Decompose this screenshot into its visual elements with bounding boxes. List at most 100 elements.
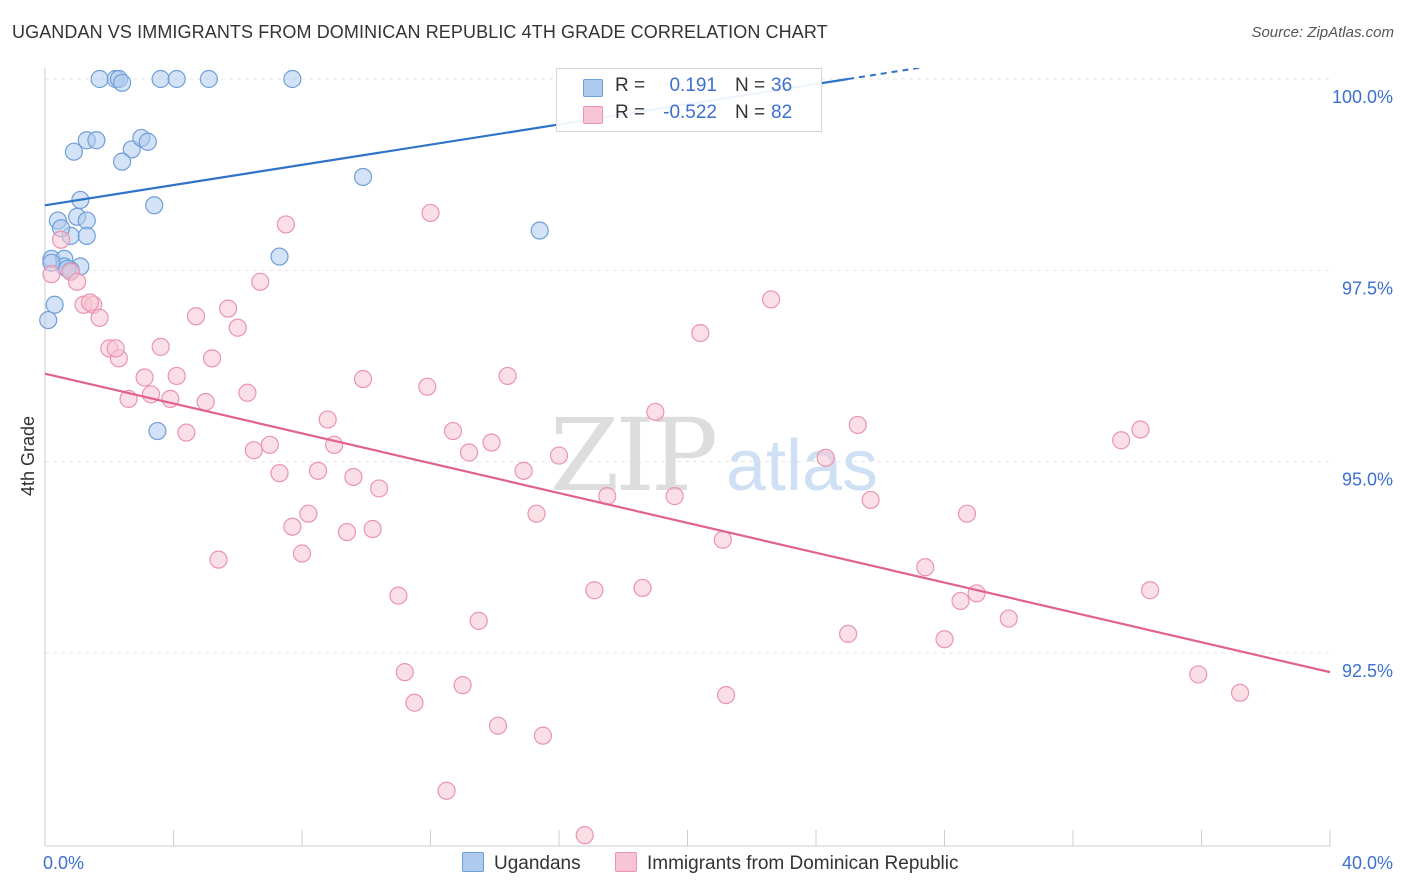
legend-row-dominican: R = -0.522 N = 82 [557,102,821,128]
watermark: ZIP atlas [550,397,878,514]
ugandans-point [90,69,109,89]
ugandans-point [353,167,373,187]
axis-labels: 92.5% 95.0% 97.5% 100.0% 0.0% 40.0% 4th Grade [18,87,1393,873]
ugandans-point [145,196,164,215]
dominican-point [228,318,247,337]
legend-r-label: R = [615,102,646,123]
ugandans-point [39,310,58,330]
dominican-point [443,421,463,441]
dominican-point [135,368,154,387]
dominican-point [80,293,100,312]
legend-swatch-pink [583,106,603,124]
dominican-point [283,517,302,536]
y-tick-label: 100.0% [1332,87,1393,107]
dominican-point [219,299,238,318]
dominican-point [167,366,186,386]
dominican-point [1140,581,1160,600]
ugandans-point [112,73,132,92]
dominican-point [42,265,61,284]
axes [44,68,1331,847]
bottom-legend-label: Ugandans [494,853,581,874]
dominican-point [633,578,652,598]
dominican-point [585,581,604,600]
ugandans-point [77,226,96,245]
dominican-point [68,272,87,291]
legend-n-label: N = [735,102,766,123]
dominican-point [533,726,553,745]
dominican-point [151,337,170,356]
y-axis-title: 4th Grade [18,416,38,496]
dominican-point [1230,683,1250,702]
ugandans-point [112,152,132,171]
chart-title: UGANDAN VS IMMIGRANTS FROM DOMINICAN REP… [12,22,828,42]
dominican-trend-line [44,372,1331,674]
dominican-point [514,461,533,480]
ugandans-trend-extension [847,68,925,80]
dominican-point [202,349,222,368]
x-tick-label: 0.0% [43,853,84,873]
dominican-point [389,586,408,605]
dominican-point [299,504,318,523]
ugandans-point [77,211,96,230]
dominican-point [999,609,1018,628]
dominican-point [238,383,257,402]
dominican-point [418,377,437,396]
dominican-point [527,504,546,523]
dominican-point [691,323,710,343]
y-tick-label: 95.0% [1342,470,1393,490]
legend-n-label: N = [735,75,766,96]
dominican-point [363,519,382,539]
dominican-point [51,230,71,249]
dominican-point [459,443,479,462]
ugandans-point [138,132,157,151]
dominican-point [935,630,954,649]
dominican-point [549,446,569,465]
legend-row-ugandans: R = 0.191 N = 36 [557,75,821,101]
bottom-legend-label: Immigrants from Dominican Republic [647,853,959,874]
dominican-point [713,530,732,549]
dominican-point [967,584,986,603]
dominican-point [270,464,289,483]
dominican-point [337,522,357,542]
ugandans-point [151,69,170,89]
legend-n-value: 82 [771,102,793,123]
dominican-point [916,558,935,577]
grid-lines [45,78,1330,654]
dominican-point [90,308,109,327]
data-points [39,69,1250,845]
dominican-point [344,467,363,487]
legend-r-value: 0.191 [669,75,717,96]
dominican-point [957,504,977,523]
dominican-point [816,448,835,467]
stats-legend: R = 0.191 N = 36 R = -0.522 N = 82 [556,68,822,132]
watermark-zip: ZIP [550,397,715,514]
dominican-point [437,781,456,800]
dominican-point [353,369,373,389]
dominican-point [665,487,684,506]
bottom-legend-ugandans: Ugandans [462,852,581,875]
legend-n-value: 36 [771,75,793,96]
dominican-point [251,272,270,291]
ugandans-point [199,69,218,89]
bottom-legend-dominican: Immigrants from Dominican Republic [615,852,959,875]
dominican-point [1112,431,1131,450]
dominican-point [1131,420,1150,439]
watermark-atlas: atlas [726,426,878,506]
y-tick-label: 97.5% [1342,278,1393,298]
dominican-point [244,441,263,460]
ugandans-point [87,131,106,150]
bottom-legend-swatch-pink [615,852,637,872]
dominican-point [575,826,594,845]
bottom-legend-swatch-blue [462,852,484,872]
dominican-point [469,611,488,630]
dominican-point [260,435,279,454]
dominican-point [951,591,970,611]
dominican-point [209,550,228,569]
legend-r-value: -0.522 [663,102,717,123]
ugandans-point [148,421,167,441]
dominican-point [395,663,414,682]
dominican-point [646,402,665,422]
legend-swatch-blue [583,79,603,97]
ugandans-point [167,69,186,89]
